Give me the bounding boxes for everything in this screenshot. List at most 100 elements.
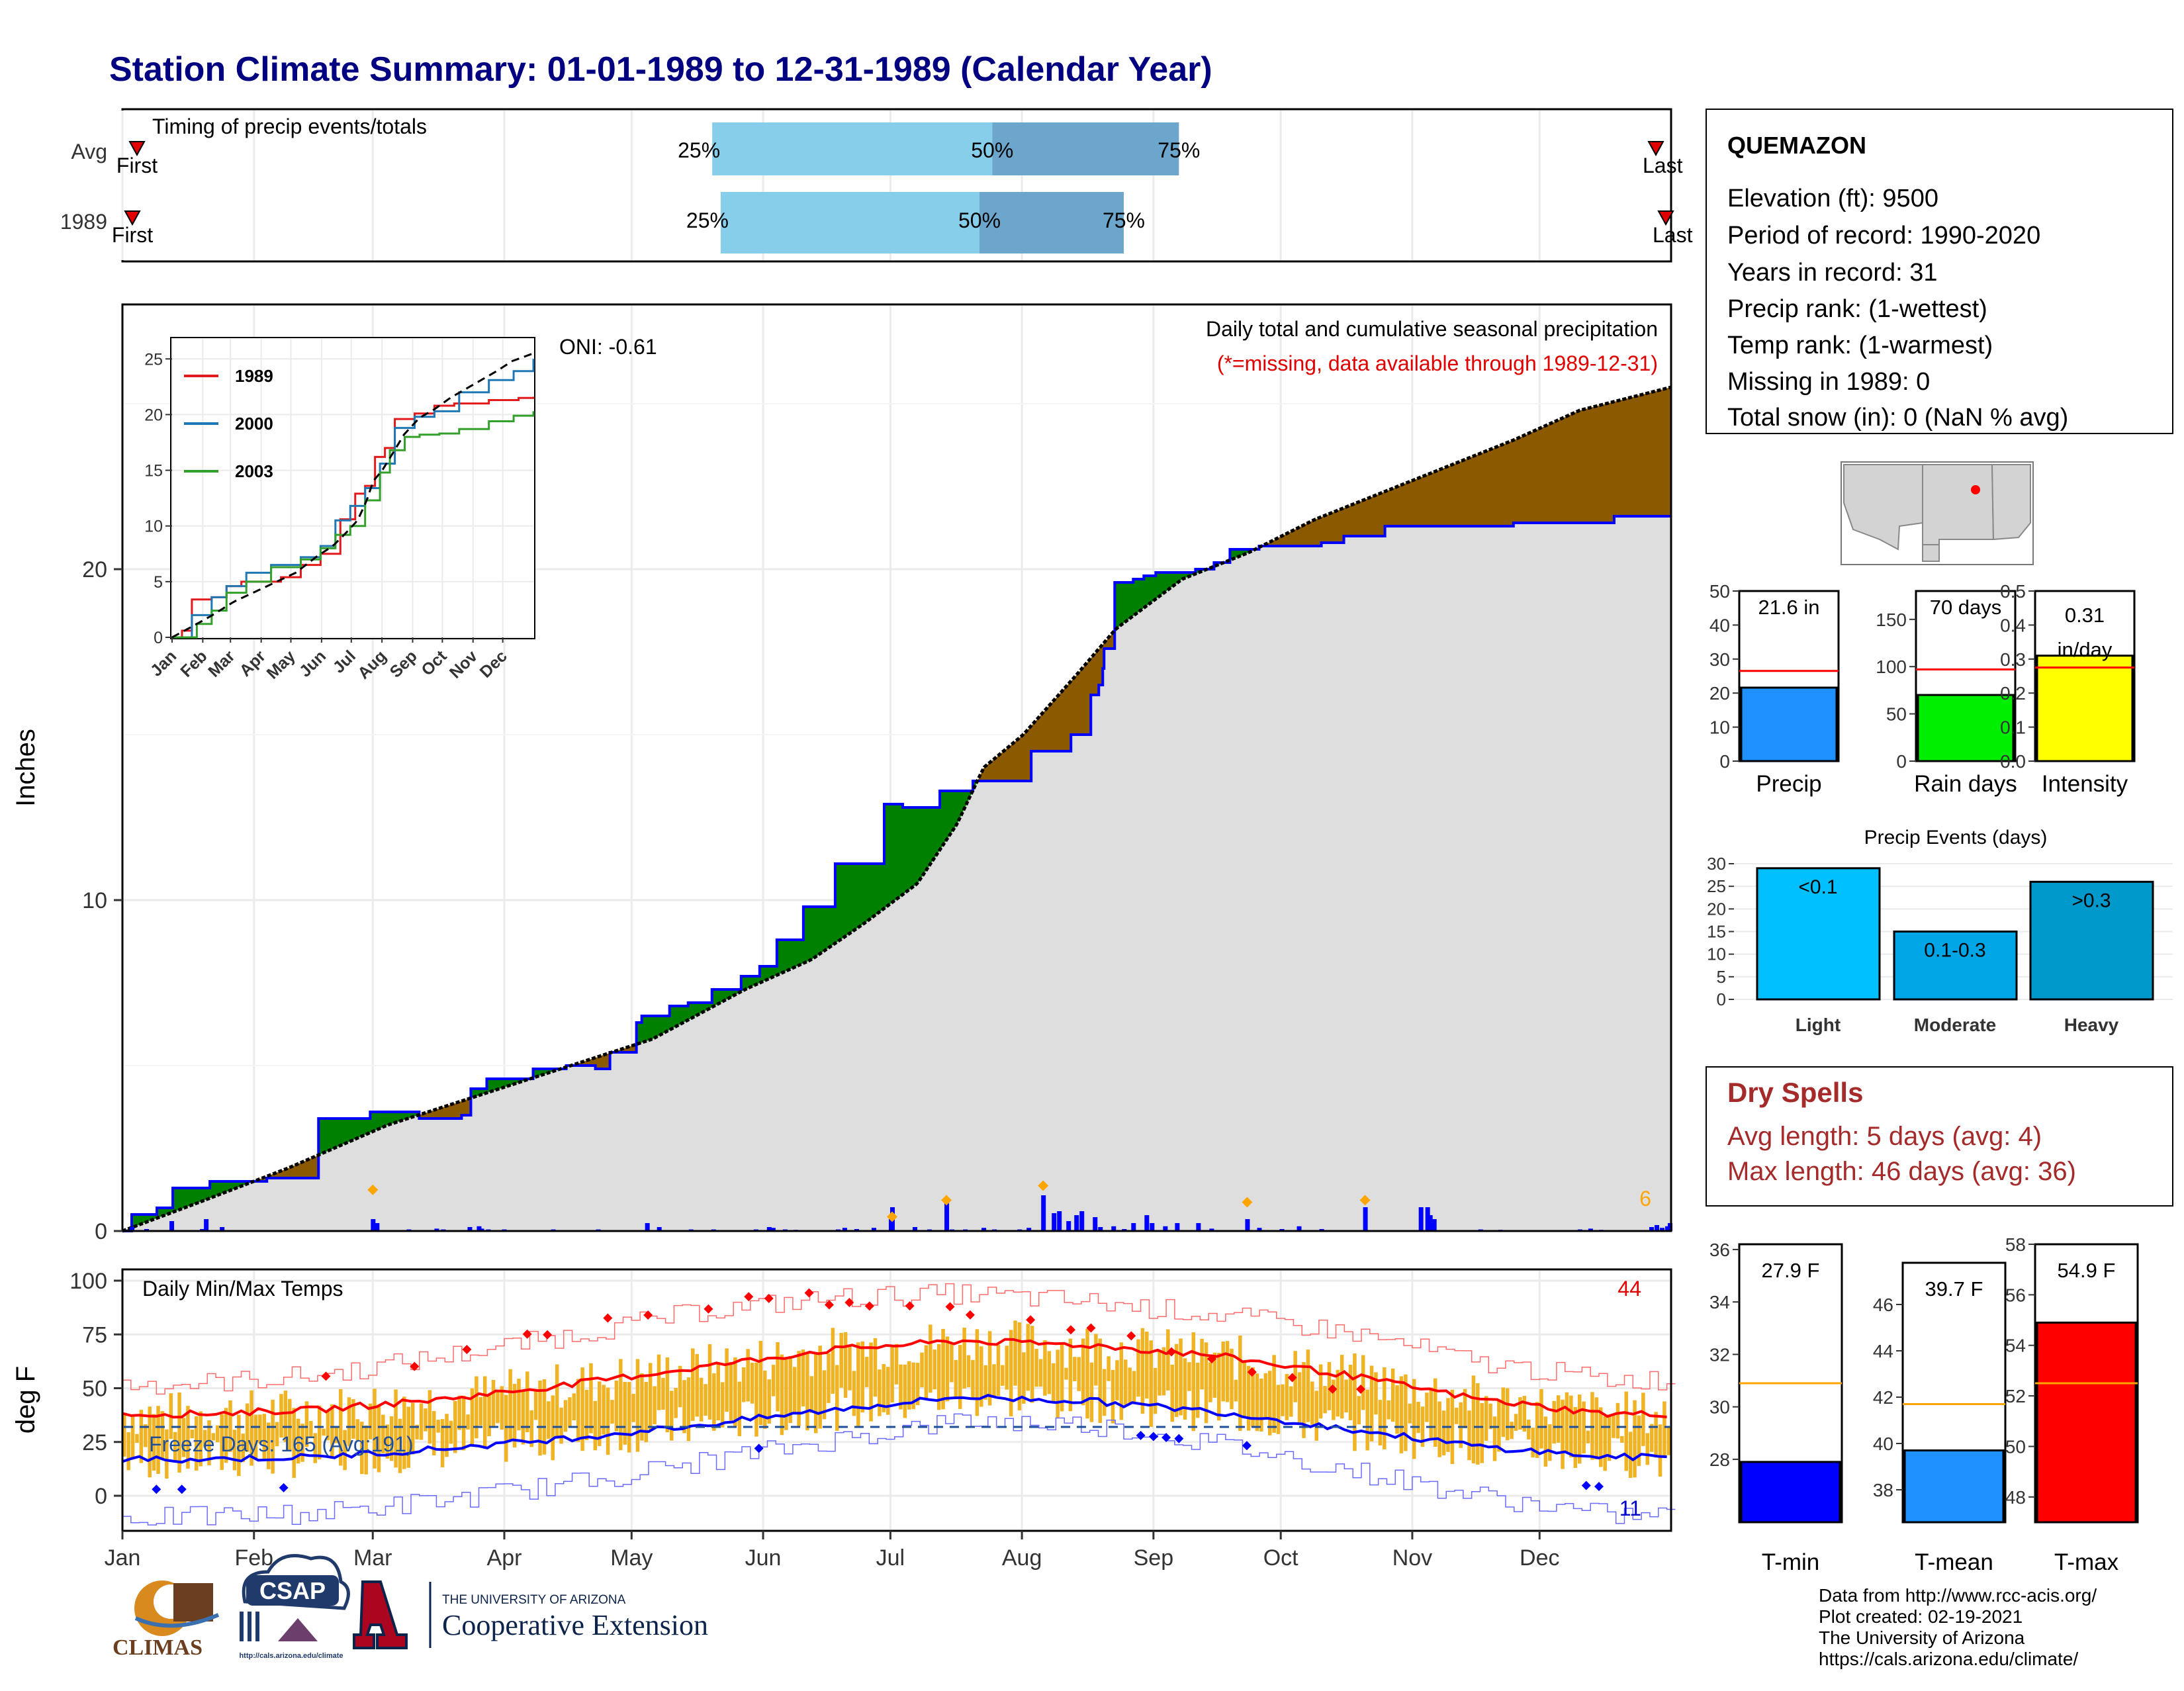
daily-temp-bar xyxy=(750,1363,754,1404)
month-label: Jan xyxy=(105,1545,141,1571)
y-tick-label: 40 xyxy=(1873,1434,1893,1454)
daily-temp-bar xyxy=(482,1376,487,1449)
daily-temp-bar xyxy=(559,1407,563,1444)
daily-temp-bar xyxy=(1187,1362,1191,1391)
daily-temp-bar xyxy=(1463,1389,1467,1429)
daily-temp-bar xyxy=(1318,1364,1323,1419)
y-tick-label: 56 xyxy=(2005,1285,2026,1305)
timing-bar-50-75 xyxy=(992,122,1179,175)
record-high-marker xyxy=(1066,1325,1076,1335)
station-elevation: Elevation (ft): 9500 xyxy=(1727,185,1938,212)
daily-temp-bar xyxy=(1353,1353,1357,1451)
daily-temp-bar xyxy=(933,1349,936,1390)
record-high-marker xyxy=(643,1310,653,1320)
daily-temp-bar xyxy=(958,1345,962,1409)
daily-temp-bar xyxy=(410,1402,415,1455)
y-tick-label: 30 xyxy=(1709,649,1730,670)
y-tick-label: 32 xyxy=(1709,1344,1730,1365)
timing-p50-label: 50% xyxy=(958,208,1001,232)
daily-temp-bar xyxy=(496,1391,500,1424)
daily-temp-bar xyxy=(593,1400,598,1451)
daily-temp-bar xyxy=(1433,1378,1437,1447)
inset-y-label: 5 xyxy=(154,573,163,592)
daily-temp-bar xyxy=(610,1400,614,1424)
daily-temp-bar xyxy=(648,1363,653,1431)
record-low-marker xyxy=(152,1485,161,1494)
avg-min-line xyxy=(122,1394,1667,1464)
daily-precip-bar xyxy=(1093,1217,1098,1231)
daily-temp-bar xyxy=(1582,1401,1586,1454)
daily-temp-bar xyxy=(869,1342,873,1422)
month-label: Nov xyxy=(1392,1545,1432,1571)
daily-precip-bar xyxy=(657,1227,662,1231)
temp-bar-label: T-min xyxy=(1762,1549,1820,1575)
daily-temp-bar xyxy=(776,1342,780,1412)
summary-bar-value: 0.31 xyxy=(2065,604,2105,627)
record-low-marker xyxy=(1581,1481,1591,1490)
daily-temp-bar xyxy=(805,1353,809,1431)
cumulative-area xyxy=(122,516,1671,1231)
y-tick-label: 34 xyxy=(1709,1292,1730,1312)
daily-temp-bar xyxy=(763,1370,767,1429)
daily-temp-bar xyxy=(589,1363,593,1434)
record-high-marker xyxy=(764,1293,774,1303)
daily-precip-bar xyxy=(766,1227,772,1231)
legend-label: 2000 xyxy=(235,414,273,434)
timing-p50-label: 50% xyxy=(971,138,1013,162)
daily-temp-bar xyxy=(547,1401,551,1439)
daily-temp-bar xyxy=(1480,1403,1484,1463)
daily-temp-bar xyxy=(873,1338,878,1397)
daily-temp-bar xyxy=(1302,1361,1306,1438)
daily-temp-bar xyxy=(882,1364,886,1412)
daily-temp-bar xyxy=(1119,1342,1124,1420)
daily-precip-bar xyxy=(1175,1223,1180,1231)
daily-temp-bar xyxy=(1128,1367,1132,1405)
inset-average-line xyxy=(171,352,534,639)
daily-temp-bar xyxy=(936,1344,941,1410)
daily-temp-bar xyxy=(1573,1406,1578,1468)
daily-temp-bar xyxy=(818,1346,822,1429)
daily-temp-bar xyxy=(657,1354,661,1410)
daily-temp-bar xyxy=(1158,1350,1161,1396)
month-label: May xyxy=(610,1545,653,1571)
daily-temp-bar xyxy=(899,1364,903,1410)
summary-bar-value: 70 days xyxy=(1930,596,2002,619)
daily-temp-bar xyxy=(1332,1379,1336,1420)
y-tick-label: 50 xyxy=(82,1377,107,1402)
daily-temp-bar xyxy=(271,1399,275,1474)
dry-spells-avg: Avg length: 5 days (avg: 4) xyxy=(1727,1122,2042,1151)
daily-temp-bar xyxy=(758,1341,763,1426)
temp-bar-label: T-mean xyxy=(1915,1549,1993,1575)
daily-temp-bar xyxy=(979,1346,983,1407)
record-high-marker xyxy=(462,1345,472,1355)
daily-temp-bar xyxy=(1073,1357,1077,1381)
daily-temp-bar xyxy=(1476,1383,1480,1465)
daily-temp-bar xyxy=(1459,1402,1463,1448)
dry-spells-max: Max length: 46 days (avg: 36) xyxy=(1727,1157,2076,1186)
daily-temp-bar xyxy=(487,1394,491,1436)
daily-temp-bar xyxy=(1038,1359,1043,1387)
record-high-marker xyxy=(603,1313,613,1323)
daily-precip-bar xyxy=(1026,1228,1032,1231)
daily-temp-bar xyxy=(678,1365,682,1408)
cold-days-count: 11 xyxy=(1619,1496,1641,1520)
timing-bar-25-50 xyxy=(720,192,980,253)
inset-y-label: 25 xyxy=(144,350,163,369)
daily-temp-bar xyxy=(1204,1342,1208,1424)
climas-logo-text: CLIMAS xyxy=(113,1635,203,1660)
daily-temp-bar xyxy=(373,1389,377,1469)
daily-temp-bar xyxy=(1056,1349,1060,1418)
daily-temp-bar xyxy=(190,1429,195,1439)
daily-temp-bar xyxy=(445,1414,449,1457)
timing-bar-25-50 xyxy=(712,122,993,175)
daily-precip-bar xyxy=(479,1228,484,1231)
daily-temp-bar xyxy=(1390,1368,1395,1422)
daily-temp-bar xyxy=(1208,1362,1212,1402)
y-tick-label: 54 xyxy=(2005,1336,2026,1356)
precip-event-label: Heavy xyxy=(2064,1015,2119,1035)
daily-temp-bar xyxy=(733,1357,737,1426)
daily-temp-bar xyxy=(584,1389,589,1441)
daily-precip-bar xyxy=(1052,1213,1057,1231)
daily-temp-bar xyxy=(1399,1376,1404,1453)
